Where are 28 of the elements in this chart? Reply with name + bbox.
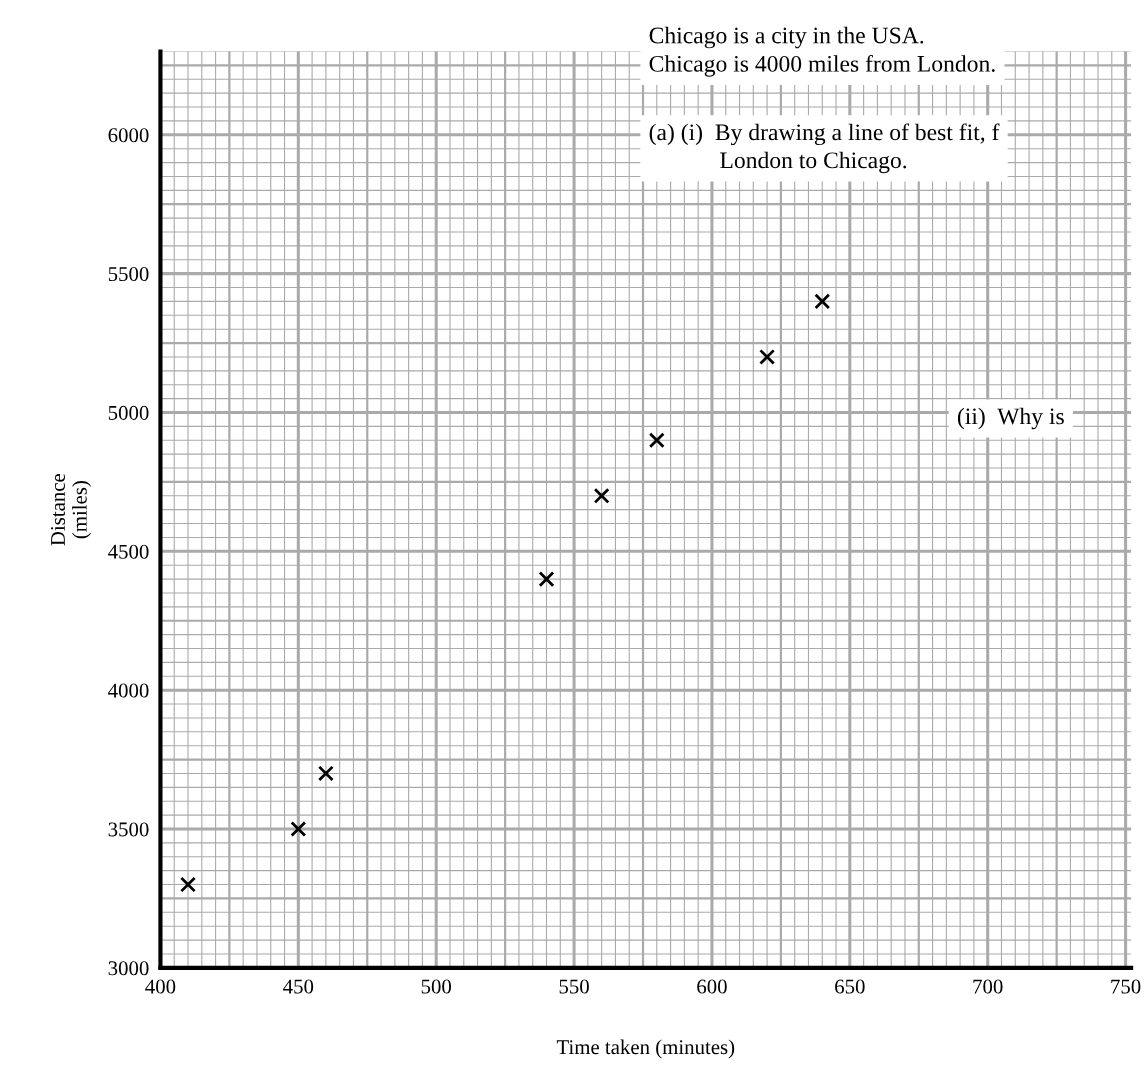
y-tick-label: 5000 (108, 405, 149, 420)
annotation: (a) (i) By drawing a line of best fit, f London to Chicago. (649, 123, 1000, 174)
y-tick-label: 5500 (108, 267, 149, 282)
x-tick-label: 500 (421, 979, 452, 994)
point (814, 293, 831, 310)
x-tick-label: 600 (697, 979, 727, 994)
point (648, 432, 665, 449)
point (180, 876, 196, 893)
y-axis-title: Distance (miles) (50, 473, 91, 546)
x-tick-label: 450 (283, 979, 314, 994)
y-tick-label: 6000 (108, 128, 149, 143)
point (538, 571, 555, 588)
point (317, 765, 334, 782)
y-tick-label: 3000 (108, 961, 149, 976)
y-tick-label: 4000 (108, 683, 149, 698)
x-tick-label: 700 (973, 979, 1003, 994)
x-axis-title: Time taken (minutes) (556, 1039, 735, 1059)
annotation: (ii) Why is (957, 407, 1064, 430)
y-tick-label: 3500 (108, 822, 149, 837)
x-tick-label: 400 (145, 979, 176, 994)
point (593, 487, 610, 504)
annotation: Chicago is a city in the USA. Chicago is 4000 miles from London. (649, 26, 995, 77)
point (290, 821, 307, 837)
x-tick-label: 550 (559, 979, 589, 994)
x-tick-label: 650 (835, 979, 865, 994)
y-tick-label: 4500 (108, 544, 149, 559)
point (759, 348, 776, 365)
x-tick-label: 750 (1111, 979, 1141, 994)
